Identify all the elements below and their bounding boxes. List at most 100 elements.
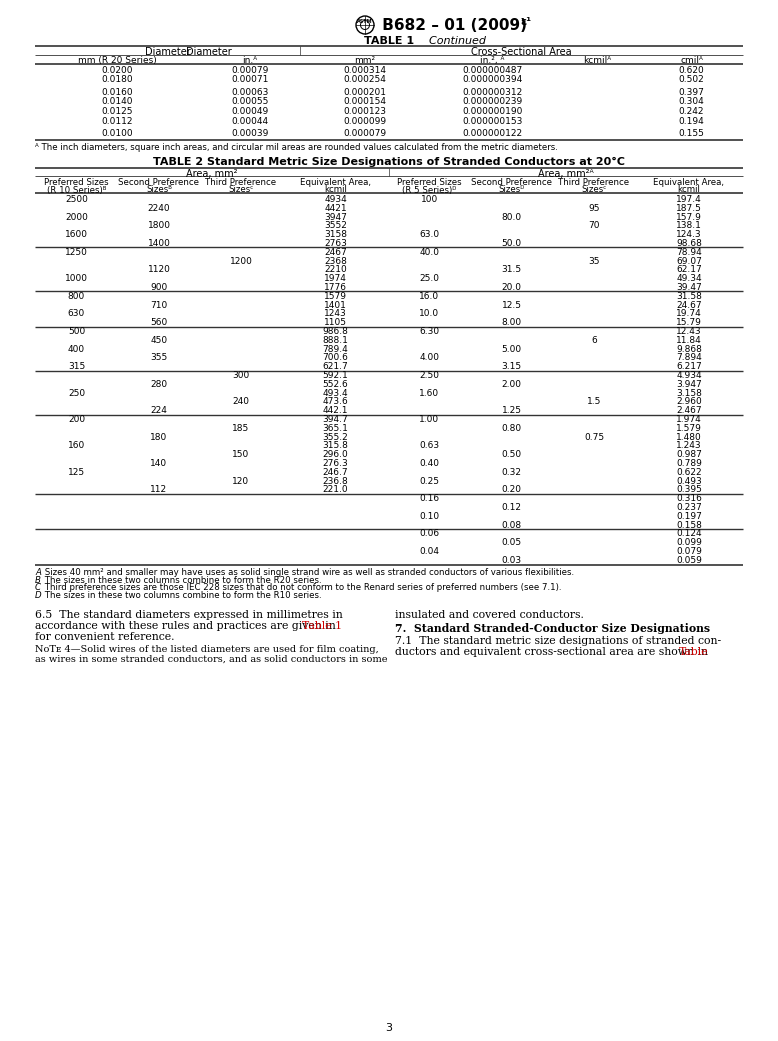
Text: The sizes in these two columns combine to form the R20 series.: The sizes in these two columns combine t…	[42, 576, 321, 585]
Text: 0.0112: 0.0112	[102, 117, 133, 126]
Text: 710: 710	[150, 301, 167, 309]
Text: 62.17: 62.17	[676, 265, 702, 275]
Text: 70: 70	[588, 222, 600, 230]
Text: 125: 125	[68, 467, 85, 477]
Text: 2000: 2000	[65, 212, 88, 222]
Text: 1600: 1600	[65, 230, 88, 239]
Text: Table 1: Table 1	[302, 621, 342, 631]
Text: 0.50: 0.50	[502, 450, 521, 459]
Text: Equivalent Area,: Equivalent Area,	[654, 178, 724, 187]
Text: 1.00: 1.00	[419, 415, 440, 424]
Text: 0.25: 0.25	[419, 477, 440, 485]
Text: Third Preference: Third Preference	[559, 178, 629, 187]
Text: 0.000154: 0.000154	[344, 98, 387, 106]
Text: Area, mm²: Area, mm²	[186, 169, 238, 178]
Text: 6: 6	[591, 336, 597, 345]
Text: ε¹: ε¹	[520, 17, 531, 27]
Text: 100: 100	[421, 195, 438, 204]
Text: TABLE 2 Standard Metric Size Designations of Stranded Conductors at 20°C: TABLE 2 Standard Metric Size Designation…	[153, 156, 625, 167]
Text: 95: 95	[588, 204, 600, 212]
Text: Second Preference: Second Preference	[471, 178, 552, 187]
Text: 280: 280	[150, 380, 167, 388]
Text: 0.000000153: 0.000000153	[462, 117, 523, 126]
Text: 0.000000190: 0.000000190	[462, 107, 523, 116]
Text: 197.4: 197.4	[676, 195, 702, 204]
Text: 0.12: 0.12	[502, 503, 521, 512]
Text: 2500: 2500	[65, 195, 88, 204]
Text: B: B	[35, 576, 41, 585]
Text: 1.5: 1.5	[587, 398, 601, 406]
Text: 0.194: 0.194	[678, 117, 704, 126]
Text: 0.000000239: 0.000000239	[462, 98, 523, 106]
Text: ASTM: ASTM	[357, 19, 373, 24]
Text: 0.0200: 0.0200	[102, 66, 133, 75]
Text: 246.7: 246.7	[323, 467, 349, 477]
Text: 138.1: 138.1	[676, 222, 702, 230]
Text: 0.0180: 0.0180	[102, 76, 133, 84]
Text: Preferred Sizes: Preferred Sizes	[44, 178, 109, 187]
Text: 236.8: 236.8	[323, 477, 349, 485]
Text: 0.0125: 0.0125	[102, 107, 133, 116]
Text: 157.9: 157.9	[676, 212, 702, 222]
Text: Cross-Sectional Area: Cross-Sectional Area	[471, 47, 572, 57]
Text: ᴬ The inch diameters, square inch areas, and circular mil areas are rounded valu: ᴬ The inch diameters, square inch areas,…	[35, 143, 558, 152]
Text: 7.1  The standard metric size designations of stranded con-: 7.1 The standard metric size designation…	[395, 636, 721, 646]
Text: 0.08: 0.08	[502, 520, 521, 530]
Text: 2467: 2467	[324, 248, 347, 257]
Text: 0.00049: 0.00049	[231, 107, 268, 116]
Text: 0.40: 0.40	[419, 459, 440, 468]
Text: 0.242: 0.242	[678, 107, 704, 116]
Text: 1.243: 1.243	[676, 441, 702, 451]
Text: 394.7: 394.7	[323, 415, 349, 424]
Text: 355: 355	[150, 353, 167, 362]
Text: 63.0: 63.0	[419, 230, 440, 239]
Text: Table: Table	[679, 648, 709, 657]
Text: Diameter: Diameter	[186, 47, 232, 57]
Text: 0.000000487: 0.000000487	[462, 66, 523, 75]
Text: 2368: 2368	[324, 256, 347, 265]
Text: 0.05: 0.05	[502, 538, 521, 548]
Text: 0.155: 0.155	[678, 129, 704, 138]
Text: 0.0100: 0.0100	[102, 129, 133, 138]
Text: (R 10 Series)ᴮ: (R 10 Series)ᴮ	[47, 185, 107, 195]
Text: for convenient reference.: for convenient reference.	[35, 632, 174, 642]
Text: in.², ᴬ: in.², ᴬ	[480, 56, 505, 65]
Text: 1.25: 1.25	[502, 406, 521, 415]
Text: 1776: 1776	[324, 283, 347, 291]
Text: 888.1: 888.1	[323, 336, 349, 345]
Text: B682 – 01 (2009): B682 – 01 (2009)	[377, 18, 527, 33]
Text: in.ᴬ: in.ᴬ	[243, 56, 258, 65]
Text: Second Preference: Second Preference	[118, 178, 199, 187]
Text: 296.0: 296.0	[323, 450, 349, 459]
Text: 0.32: 0.32	[502, 467, 521, 477]
Text: Sizesᶜ: Sizesᶜ	[228, 185, 254, 195]
Text: 0.16: 0.16	[419, 494, 440, 503]
Text: Continued: Continued	[422, 36, 486, 46]
Text: 3: 3	[386, 1023, 392, 1033]
Text: 0.000079: 0.000079	[343, 129, 387, 138]
Text: 0.397: 0.397	[678, 88, 704, 97]
Text: 1120: 1120	[148, 265, 170, 275]
Text: (R 5 Series)ᴰ: (R 5 Series)ᴰ	[402, 185, 457, 195]
Text: 0.237: 0.237	[676, 503, 702, 512]
Text: 2.960: 2.960	[676, 398, 702, 406]
Text: Third Preference: Third Preference	[205, 178, 276, 187]
Text: 6.5  The standard diameters expressed in millimetres in: 6.5 The standard diameters expressed in …	[35, 610, 343, 620]
Text: 25.0: 25.0	[419, 274, 440, 283]
Text: 0.000314: 0.000314	[344, 66, 387, 75]
Text: C: C	[35, 583, 41, 592]
Text: 355.2: 355.2	[323, 433, 349, 441]
Text: mm (R 20 Series): mm (R 20 Series)	[78, 56, 157, 65]
Text: Area, mm²ᴬ: Area, mm²ᴬ	[538, 169, 594, 178]
Text: 0.000099: 0.000099	[343, 117, 387, 126]
Text: 224: 224	[151, 406, 167, 415]
Text: 493.4: 493.4	[323, 388, 349, 398]
Text: 150: 150	[233, 450, 250, 459]
Text: 0.304: 0.304	[678, 98, 704, 106]
Text: 12.43: 12.43	[676, 327, 702, 336]
Text: 19.74: 19.74	[676, 309, 702, 319]
Text: 40.0: 40.0	[419, 248, 440, 257]
Text: 16.0: 16.0	[419, 291, 440, 301]
Text: Sizesᶜ: Sizesᶜ	[581, 185, 607, 195]
Text: Diameter: Diameter	[145, 47, 191, 57]
